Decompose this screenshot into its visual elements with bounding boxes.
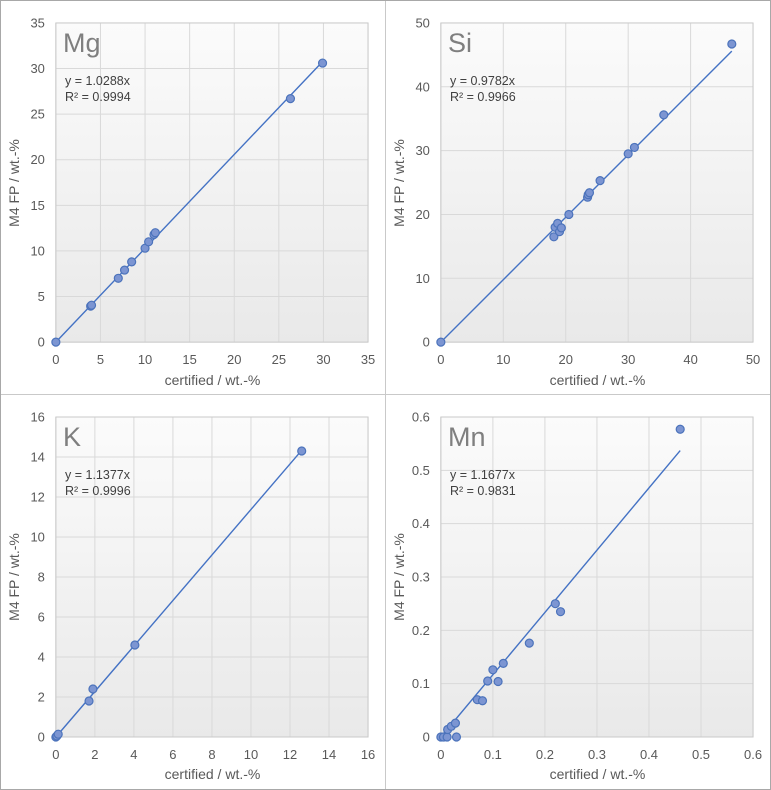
svg-text:0: 0 [423, 729, 430, 744]
svg-text:0: 0 [52, 352, 59, 367]
y-axis-title: M4 FP / wt.-% [391, 139, 407, 227]
svg-text:10: 10 [30, 529, 44, 544]
svg-text:0.3: 0.3 [412, 569, 430, 584]
svg-text:15: 15 [30, 198, 44, 213]
svg-text:50: 50 [746, 352, 760, 367]
svg-text:0.1: 0.1 [412, 676, 430, 691]
svg-text:16: 16 [361, 747, 375, 762]
trendline-equation-si: y = 0.9782x R² = 0.9966 [450, 73, 516, 105]
svg-text:10: 10 [415, 271, 429, 286]
svg-text:10: 10 [138, 352, 152, 367]
svg-text:2: 2 [38, 689, 45, 704]
svg-text:0: 0 [437, 352, 444, 367]
scatter-plot-si: 00 10 10 20 20 30 30 40 40 50 50 [415, 15, 760, 367]
svg-text:16: 16 [30, 409, 44, 424]
svg-text:0: 0 [38, 729, 45, 744]
svg-text:5: 5 [38, 289, 45, 304]
equation-text: y = 0.9782x [450, 74, 515, 88]
r-squared-text: R² = 0.9966 [450, 90, 516, 104]
trendline-equation-mn: y = 1.1677x R² = 0.9831 [450, 467, 516, 499]
r-squared-text: R² = 0.9994 [65, 90, 131, 104]
panel-mg: 0 0 5 5 10 10 15 15 20 20 25 25 30 30 35 35 Mg y = 1.02… [1, 1, 386, 395]
svg-text:8: 8 [38, 569, 45, 584]
svg-text:30: 30 [621, 352, 635, 367]
trendline-equation-k: y = 1.1377x R² = 0.9996 [65, 467, 131, 499]
svg-text:12: 12 [283, 747, 297, 762]
trendline-equation-mg: y = 1.0288x R² = 0.9994 [65, 73, 131, 105]
svg-text:0.2: 0.2 [536, 747, 554, 762]
y-axis-title: M4 FP / wt.-% [6, 139, 22, 227]
svg-text:8: 8 [208, 747, 215, 762]
equation-text: y = 1.1677x [450, 468, 515, 482]
svg-text:0.5: 0.5 [692, 747, 710, 762]
r-squared-text: R² = 0.9996 [65, 484, 131, 498]
svg-text:2: 2 [91, 747, 98, 762]
svg-text:35: 35 [361, 352, 375, 367]
svg-text:0.3: 0.3 [588, 747, 606, 762]
scatter-plot-mg: 00 5 5 10 10 15 15 20 20 25 25 30 30 35 35 [30, 15, 375, 367]
svg-text:40: 40 [415, 79, 429, 94]
svg-text:14: 14 [322, 747, 336, 762]
svg-text:10: 10 [244, 747, 258, 762]
svg-text:14: 14 [30, 449, 44, 464]
svg-text:20: 20 [227, 352, 241, 367]
svg-text:50: 50 [415, 15, 429, 30]
x-axis-title: certified / wt.-% [549, 372, 646, 388]
svg-text:20: 20 [30, 152, 44, 167]
panel-mn: 0 0 0.1 0.1 0.2 0.2 0.3 0.3 0.4 0.4 0.5 0.5 0.6 0.6 M… [386, 395, 770, 789]
svg-text:0.4: 0.4 [412, 516, 430, 531]
svg-text:0.4: 0.4 [640, 747, 658, 762]
svg-text:0: 0 [437, 747, 444, 762]
svg-text:0.1: 0.1 [484, 747, 502, 762]
svg-text:4: 4 [38, 649, 45, 664]
svg-text:30: 30 [316, 352, 330, 367]
svg-text:4: 4 [130, 747, 137, 762]
x-axis-title: certified / wt.-% [164, 372, 261, 388]
svg-text:40: 40 [683, 352, 697, 367]
panel-title-mg: Mg [63, 28, 101, 58]
svg-text:0.6: 0.6 [412, 409, 430, 424]
svg-text:15: 15 [182, 352, 196, 367]
svg-text:20: 20 [415, 207, 429, 222]
svg-text:12: 12 [30, 489, 44, 504]
scatter-plot-mn: 00 0.1 0.1 0.2 0.2 0.3 0.3 0.4 0.4 0.5 0.5 0.6 0.6 [412, 409, 762, 762]
equation-text: y = 1.0288x [65, 74, 130, 88]
svg-text:25: 25 [30, 107, 44, 122]
y-axis-title: M4 FP / wt.-% [391, 533, 407, 621]
svg-text:0.2: 0.2 [412, 623, 430, 638]
svg-text:10: 10 [30, 243, 44, 258]
svg-text:25: 25 [272, 352, 286, 367]
svg-text:0: 0 [52, 747, 59, 762]
svg-text:0.5: 0.5 [412, 463, 430, 478]
x-axis-title: certified / wt.-% [549, 766, 646, 782]
panel-title-si: Si [448, 28, 473, 58]
svg-text:6: 6 [38, 609, 45, 624]
svg-text:30: 30 [415, 143, 429, 158]
svg-text:0: 0 [423, 335, 430, 350]
r-squared-text: R² = 0.9831 [450, 484, 516, 498]
svg-text:0: 0 [38, 335, 45, 350]
svg-text:30: 30 [30, 61, 44, 76]
panel-si: 0 0 10 10 20 20 30 30 40 40 50 50 Si y = 0.9782x R²… [386, 1, 770, 395]
panel-title-mn: Mn [448, 422, 486, 452]
svg-text:10: 10 [496, 352, 510, 367]
svg-text:20: 20 [559, 352, 573, 367]
x-axis-title: certified / wt.-% [164, 766, 261, 782]
svg-text:0.6: 0.6 [744, 747, 762, 762]
scatter-plot-k: 00 2 2 4 4 6 6 8 8 10 10 12 12 14 14 16 16 [30, 409, 375, 762]
svg-text:35: 35 [30, 15, 44, 30]
svg-text:5: 5 [97, 352, 104, 367]
panel-k: 0 0 2 2 4 4 6 6 8 8 10 10 12 12 14 14 16 16 K y = 1.1377x… [1, 395, 386, 789]
svg-text:6: 6 [169, 747, 176, 762]
equation-text: y = 1.1377x [65, 468, 130, 482]
y-axis-title: M4 FP / wt.-% [6, 533, 22, 621]
panel-title-k: K [63, 422, 82, 452]
